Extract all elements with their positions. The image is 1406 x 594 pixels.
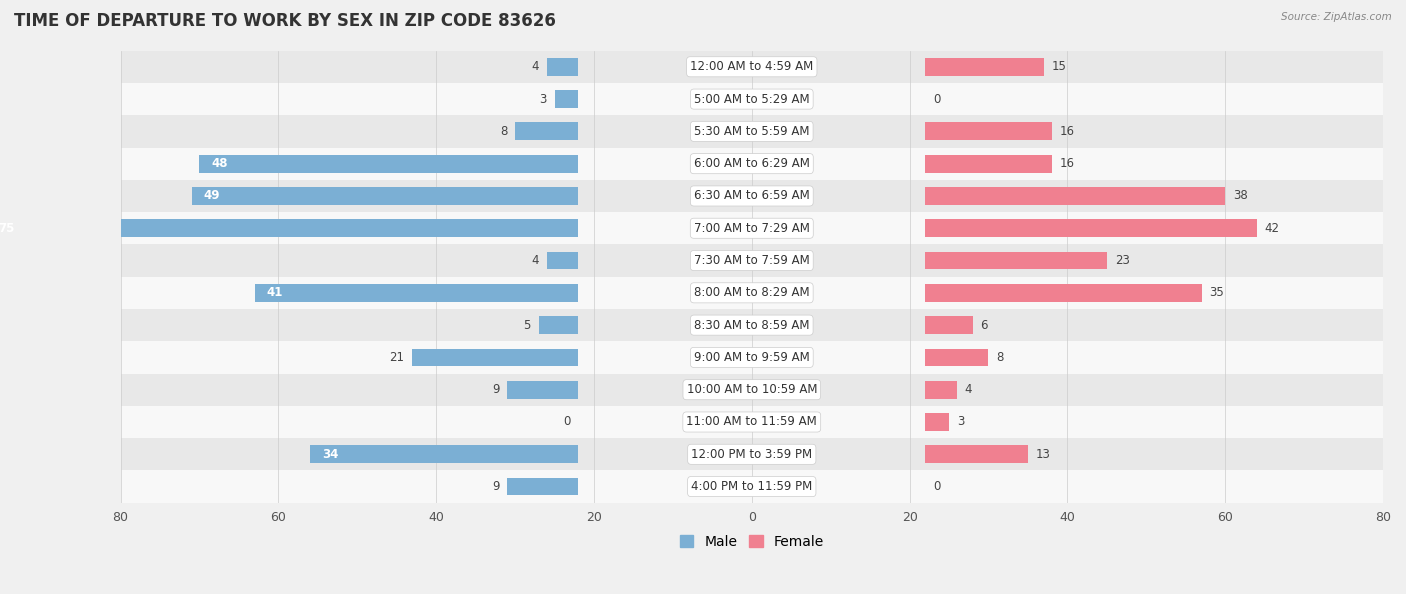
Bar [121,406,1384,438]
Bar [121,147,1384,180]
Text: 6:30 AM to 6:59 AM: 6:30 AM to 6:59 AM [695,189,810,203]
Text: 35: 35 [1209,286,1225,299]
Text: 9: 9 [492,480,499,493]
Text: 8: 8 [499,125,508,138]
Bar [925,284,1202,302]
Bar [515,122,578,140]
Bar [925,187,1225,205]
Bar [121,309,1384,342]
Bar [121,212,1384,244]
Bar [925,252,1107,270]
Bar [547,58,578,75]
Text: 15: 15 [1052,60,1067,73]
Bar [925,413,949,431]
Bar [121,470,1384,503]
Text: 10:00 AM to 10:59 AM: 10:00 AM to 10:59 AM [686,383,817,396]
Text: 12:00 AM to 4:59 AM: 12:00 AM to 4:59 AM [690,60,814,73]
Text: 9: 9 [492,383,499,396]
Bar [925,446,1028,463]
Text: 4: 4 [531,254,538,267]
Text: 41: 41 [267,286,283,299]
Text: 0: 0 [934,93,941,106]
Text: 11:00 AM to 11:59 AM: 11:00 AM to 11:59 AM [686,415,817,428]
Bar [412,349,578,366]
Text: 8: 8 [997,351,1004,364]
Text: 75: 75 [0,222,14,235]
Text: 6: 6 [980,318,988,331]
Text: 5:00 AM to 5:29 AM: 5:00 AM to 5:29 AM [695,93,810,106]
Bar [547,252,578,270]
Text: 3: 3 [957,415,965,428]
Text: 5:30 AM to 5:59 AM: 5:30 AM to 5:59 AM [695,125,810,138]
Bar [925,316,973,334]
Bar [508,381,578,399]
Text: 4: 4 [965,383,973,396]
Bar [925,349,988,366]
Bar [309,446,578,463]
Bar [925,155,1052,172]
Bar [0,219,578,237]
Bar [121,83,1384,115]
Bar [925,122,1052,140]
Text: 8:00 AM to 8:29 AM: 8:00 AM to 8:29 AM [695,286,810,299]
Text: 16: 16 [1060,125,1074,138]
Text: 12:00 PM to 3:59 PM: 12:00 PM to 3:59 PM [692,448,813,461]
Bar [254,284,578,302]
Text: 42: 42 [1264,222,1279,235]
Bar [554,90,578,108]
Bar [121,115,1384,147]
Text: 6:00 AM to 6:29 AM: 6:00 AM to 6:29 AM [693,157,810,170]
Text: TIME OF DEPARTURE TO WORK BY SEX IN ZIP CODE 83626: TIME OF DEPARTURE TO WORK BY SEX IN ZIP … [14,12,555,30]
Text: 34: 34 [322,448,337,461]
Bar [925,381,957,399]
Text: 16: 16 [1060,157,1074,170]
Text: 4:00 PM to 11:59 PM: 4:00 PM to 11:59 PM [692,480,813,493]
Bar [121,342,1384,374]
Text: 48: 48 [211,157,228,170]
Text: 23: 23 [1115,254,1129,267]
Text: 38: 38 [1233,189,1249,203]
Bar [200,155,578,172]
Text: 0: 0 [562,415,571,428]
Text: 9:00 AM to 9:59 AM: 9:00 AM to 9:59 AM [695,351,810,364]
Text: 4: 4 [531,60,538,73]
Text: 7:00 AM to 7:29 AM: 7:00 AM to 7:29 AM [693,222,810,235]
Text: 3: 3 [540,93,547,106]
Bar [121,277,1384,309]
Text: 0: 0 [934,480,941,493]
Bar [121,374,1384,406]
Bar [121,244,1384,277]
Text: 13: 13 [1036,448,1050,461]
Text: 8:30 AM to 8:59 AM: 8:30 AM to 8:59 AM [695,318,810,331]
Text: Source: ZipAtlas.com: Source: ZipAtlas.com [1281,12,1392,22]
Text: 7:30 AM to 7:59 AM: 7:30 AM to 7:59 AM [695,254,810,267]
Text: 21: 21 [389,351,405,364]
Text: 49: 49 [204,189,219,203]
Bar [508,478,578,495]
Bar [121,180,1384,212]
Bar [121,438,1384,470]
Bar [925,219,1257,237]
Text: 5: 5 [523,318,531,331]
Legend: Male, Female: Male, Female [673,529,830,555]
Bar [538,316,578,334]
Bar [191,187,578,205]
Bar [925,58,1043,75]
Bar [121,50,1384,83]
